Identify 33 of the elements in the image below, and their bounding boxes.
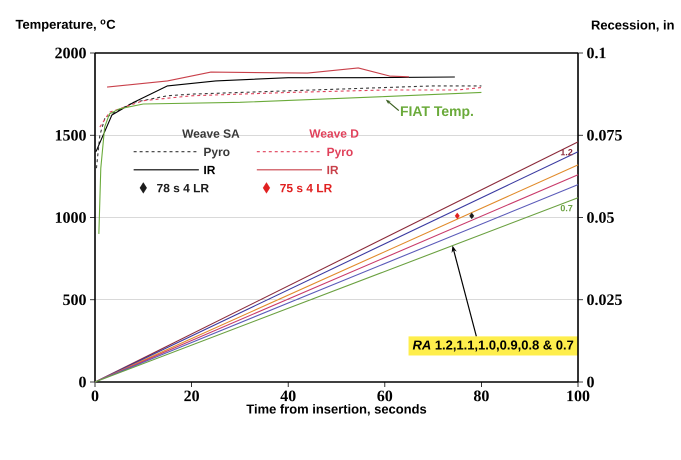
text: IR: [204, 166, 216, 174]
y-tick-label: 1500: [56, 130, 86, 141]
y2-tick-label: 0.075: [587, 130, 622, 141]
annotation: Weave D: [309, 129, 358, 138]
y2-tick-label: 0.025: [587, 294, 622, 306]
line-series: [106, 67, 410, 88]
line-series: [98, 92, 482, 234]
series-label: FIAT Temp.: [400, 106, 473, 119]
y2-tick-label: 0: [587, 376, 594, 388]
x-tick-label: 60: [377, 390, 392, 402]
legend-label: 78 s 4 LR: [157, 184, 209, 192]
annotation: Weave SA: [182, 129, 240, 138]
y-tick-label: 1000: [56, 212, 86, 223]
legend-label: 75 s 4 LR: [280, 184, 332, 192]
x-axis-title: Time from insertion, seconds: [246, 404, 426, 416]
x-tick-label: 100: [567, 390, 590, 402]
x-tick-label: 20: [184, 390, 199, 402]
series-label: 0.7: [560, 204, 572, 212]
y-tick-label: 500: [63, 294, 86, 306]
text: Pyro: [327, 148, 353, 158]
y2-tick-label: 0.05: [587, 212, 614, 223]
x-tick-label: 80: [474, 390, 489, 402]
y-tick-label: 0: [79, 376, 86, 388]
x-tick-label: 0: [92, 390, 98, 402]
text: IR: [327, 166, 338, 174]
x-tick-label: 40: [280, 390, 296, 402]
y2-tick-label: 0.1: [587, 48, 606, 58]
line-series: [99, 86, 482, 128]
annotation: RA 1.2,1.1,1.0,0.9,0.8 & 0.7: [412, 340, 574, 352]
text: Pyro: [204, 148, 230, 158]
y-axis-title: Temperature, $^{o}$C: [16, 20, 116, 32]
y-tick-label: 2000: [55, 48, 86, 58]
y2-axis-title: Recession, in: [592, 20, 674, 32]
